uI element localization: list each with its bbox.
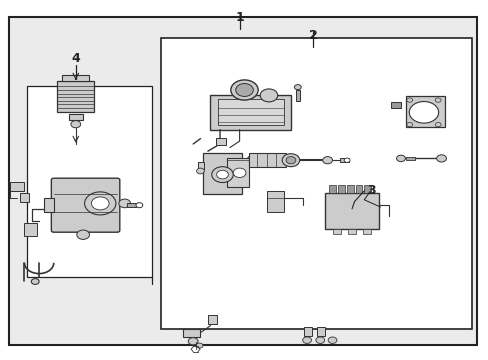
Circle shape [31,279,39,284]
Bar [127,203,136,207]
Bar [216,138,225,145]
Bar [10,182,24,191]
Bar [339,158,348,162]
Bar [355,185,362,193]
Bar [217,99,283,125]
Bar [207,315,216,324]
Circle shape [77,230,89,239]
Bar [346,185,353,193]
Bar [27,86,151,277]
Circle shape [230,80,258,100]
Bar [364,185,370,193]
Circle shape [196,343,203,348]
Circle shape [406,98,412,102]
Circle shape [196,168,204,174]
Circle shape [136,203,142,208]
Bar [227,158,249,187]
Circle shape [216,170,228,179]
Circle shape [211,167,233,183]
Bar [337,185,344,193]
Circle shape [285,157,295,164]
Circle shape [282,154,299,167]
Bar [295,90,299,101]
Bar [62,75,89,81]
Circle shape [344,158,349,162]
Circle shape [84,192,116,215]
Circle shape [406,122,412,127]
Bar [390,102,400,108]
Circle shape [91,197,109,210]
Circle shape [322,157,332,164]
Bar [69,114,82,120]
Circle shape [327,337,336,343]
Bar [347,229,355,234]
Bar [183,329,200,337]
Bar [249,153,285,167]
Circle shape [71,121,81,128]
Text: 2: 2 [308,29,317,42]
Circle shape [260,89,277,102]
Text: 3: 3 [366,184,375,197]
Bar [24,223,37,236]
Circle shape [396,155,405,162]
Circle shape [188,338,198,345]
Bar [333,229,341,234]
Bar [203,153,242,194]
Bar [44,198,54,212]
Circle shape [233,168,245,177]
FancyBboxPatch shape [51,178,120,232]
Bar [405,96,444,127]
Bar [328,185,335,193]
Circle shape [302,337,311,343]
Bar [316,327,324,336]
Circle shape [224,157,235,165]
Bar [405,157,414,160]
Bar [20,193,29,202]
Bar [57,81,94,112]
Bar [210,95,290,130]
Circle shape [434,98,440,102]
Circle shape [235,84,253,96]
Bar [362,229,370,234]
Circle shape [408,102,438,123]
Text: 1: 1 [235,11,244,24]
Circle shape [436,155,446,162]
Circle shape [294,85,301,90]
Text: 4: 4 [71,52,80,65]
Bar [198,162,203,169]
Circle shape [434,122,440,127]
Circle shape [315,337,324,343]
Bar [304,327,311,336]
Circle shape [119,199,130,208]
Bar [161,38,471,329]
Bar [266,191,283,212]
Bar [325,193,378,229]
